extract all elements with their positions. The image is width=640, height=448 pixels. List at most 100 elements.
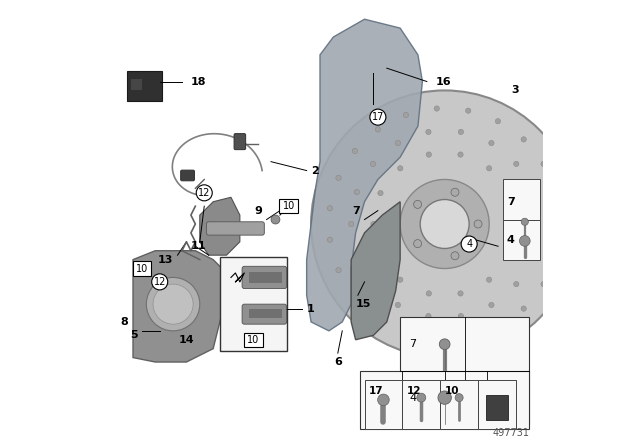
Circle shape [396,302,401,308]
Circle shape [458,314,463,319]
Text: 17: 17 [372,112,384,122]
Circle shape [554,253,559,258]
Text: 17: 17 [369,386,383,396]
Circle shape [536,221,541,227]
Text: 7: 7 [352,206,360,215]
Text: 16: 16 [436,77,451,86]
Text: 14: 14 [179,335,195,345]
Circle shape [327,206,333,211]
Text: 12: 12 [154,277,166,287]
Circle shape [438,391,451,404]
Circle shape [474,220,482,228]
Circle shape [378,190,383,196]
Circle shape [465,335,471,340]
Circle shape [426,314,431,319]
Text: 15: 15 [356,299,371,309]
Circle shape [271,215,280,224]
Circle shape [426,129,431,134]
Bar [403,380,440,429]
Circle shape [458,129,463,134]
Circle shape [554,190,559,195]
FancyBboxPatch shape [280,199,298,213]
Circle shape [147,277,200,331]
Circle shape [426,152,431,157]
Text: 13: 13 [157,254,173,265]
Circle shape [520,236,530,246]
Bar [440,380,478,429]
Text: 12: 12 [198,188,211,198]
Circle shape [461,236,477,252]
Bar [400,318,529,424]
Text: 2: 2 [311,166,319,176]
Circle shape [514,281,519,287]
Circle shape [513,221,518,227]
Circle shape [152,274,168,290]
Circle shape [506,190,511,196]
Circle shape [495,324,500,329]
FancyBboxPatch shape [244,332,262,347]
FancyBboxPatch shape [127,71,161,101]
Circle shape [495,119,500,124]
Text: 4: 4 [466,239,472,249]
Bar [249,310,282,319]
Text: 3: 3 [511,86,519,95]
Circle shape [371,221,376,227]
Circle shape [413,200,422,208]
FancyBboxPatch shape [207,222,264,235]
Circle shape [455,394,463,402]
Polygon shape [133,251,222,362]
Text: 11: 11 [191,241,206,251]
Circle shape [514,161,519,167]
Circle shape [375,127,381,132]
Text: 12: 12 [407,386,421,396]
Circle shape [489,302,494,308]
Text: 1: 1 [307,304,314,314]
Circle shape [486,166,492,171]
Circle shape [196,185,212,201]
Circle shape [521,306,526,311]
Bar [360,371,529,429]
Bar [502,220,540,260]
Text: 10: 10 [445,386,459,396]
FancyBboxPatch shape [180,170,195,181]
Circle shape [541,161,546,167]
Text: 4: 4 [507,235,515,245]
Bar [478,380,516,429]
Bar [486,396,508,420]
Circle shape [530,190,535,195]
Circle shape [420,199,469,249]
Circle shape [153,284,193,324]
Text: 10: 10 [283,201,295,211]
Circle shape [451,188,459,196]
Circle shape [397,277,403,282]
Circle shape [530,253,535,258]
Circle shape [327,237,333,242]
Circle shape [458,152,463,157]
Text: 6: 6 [334,357,342,367]
Text: 7: 7 [409,339,416,349]
Text: 10: 10 [136,263,148,274]
Circle shape [557,221,563,227]
Text: 7: 7 [507,197,515,207]
Circle shape [378,252,383,258]
Bar [249,271,282,283]
Circle shape [396,140,401,146]
Circle shape [349,221,354,227]
FancyBboxPatch shape [131,79,142,90]
Polygon shape [307,19,422,331]
Circle shape [354,253,360,258]
Circle shape [413,240,422,248]
Circle shape [489,140,494,146]
Circle shape [465,108,471,113]
Bar [365,380,403,429]
Circle shape [521,137,526,142]
Circle shape [378,394,389,405]
Circle shape [403,331,408,336]
Circle shape [336,175,341,181]
FancyBboxPatch shape [234,134,246,150]
Circle shape [352,148,358,154]
Circle shape [336,267,341,273]
Circle shape [434,337,440,342]
Text: 9: 9 [254,206,262,215]
Text: 18: 18 [191,77,206,86]
